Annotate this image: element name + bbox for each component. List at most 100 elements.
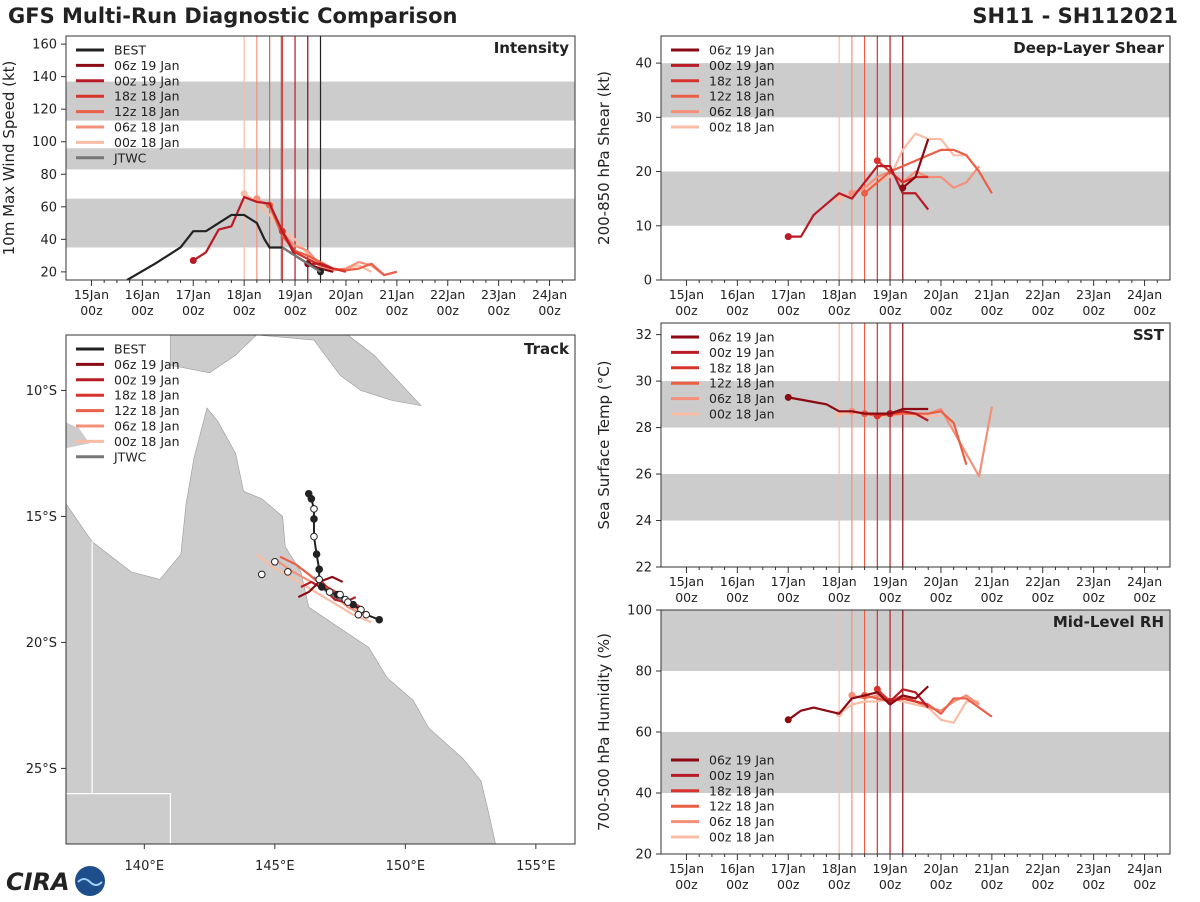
- sst-xtick-label: 00z: [1133, 590, 1156, 605]
- sst-xtick-label: 00z: [777, 590, 800, 605]
- intensity-legend-label: JTWC: [113, 150, 147, 165]
- intensity-init-point: [189, 256, 197, 264]
- track-best-point: [307, 494, 316, 503]
- intensity-xtick-label: 00z: [487, 303, 510, 318]
- shear-init-point: [899, 184, 907, 192]
- intensity-xtick-label: 20Jan: [328, 287, 363, 302]
- rh-chart: 2040608010015Jan00z16Jan00z17Jan00z18Jan…: [595, 604, 1171, 892]
- shear-series-line: [876, 159, 929, 184]
- intensity-ytick-label: 100: [32, 135, 57, 150]
- sst-series-line: [788, 396, 929, 415]
- shear-plot-area: [661, 36, 1170, 280]
- rh-xtick-label: 00z: [1133, 877, 1156, 892]
- shear-band: [661, 171, 1170, 226]
- track-legend-label: BEST: [114, 342, 146, 357]
- sst-xtick-label: 18Jan: [822, 574, 857, 589]
- track-best-point: [362, 610, 370, 619]
- sst-legend-label: 06z 18 Jan: [709, 391, 775, 406]
- track-open-marker: [284, 568, 292, 576]
- shear-ytick-label: 10: [635, 219, 652, 234]
- track-open-marker: [344, 598, 352, 606]
- intensity-series-line: [281, 230, 347, 273]
- intensity-legend-label: 00z 18 Jan: [114, 135, 180, 150]
- track-legend-label: 06z 18 Jan: [114, 419, 180, 434]
- shear-xtick-label: 00z: [726, 303, 749, 318]
- sst-plot-area: [661, 323, 1170, 567]
- track-frame: [65, 334, 576, 845]
- sst-xtick-label: 00z: [726, 590, 749, 605]
- intensity-ytick-label: 120: [32, 103, 57, 118]
- sst-ylabel: Sea Surface Temp (°C): [595, 360, 613, 529]
- sst-xtick-label: 00z: [675, 590, 698, 605]
- intensity-xtick-label: 17Jan: [176, 287, 211, 302]
- track-lon-label: 155°E: [516, 859, 556, 874]
- intensity-ytick-label: 40: [40, 233, 57, 248]
- track-best-point: [310, 515, 318, 523]
- rh-legend-label: 00z 19 Jan: [709, 768, 775, 783]
- track-legend-label: 00z 19 Jan: [114, 372, 180, 387]
- intensity-legend-label: 06z 18 Jan: [114, 120, 180, 135]
- track-open-marker: [257, 570, 266, 579]
- track-lon-label: 150°E: [386, 859, 426, 874]
- shear-band: [661, 63, 1170, 118]
- intensity-xtick-label: 19Jan: [277, 287, 312, 302]
- shear-xtick-label: 20Jan: [923, 287, 958, 302]
- intensity-plot-area: [66, 36, 575, 280]
- intensity-xtick-label: 00z: [233, 303, 256, 318]
- intensity-xtick-label: 23Jan: [481, 287, 516, 302]
- rh-xtick-label: 23Jan: [1076, 861, 1111, 876]
- sst-xtick-label: 00z: [1082, 590, 1105, 605]
- sst-xtick-label: 00z: [930, 590, 953, 605]
- sst-ytick-label: 26: [635, 468, 652, 483]
- rh-xtick-label: 18Jan: [822, 861, 857, 876]
- shear-ytick-label: 20: [635, 165, 652, 180]
- track-legend-label: 06z 19 Jan: [114, 357, 180, 372]
- rh-ylabel: 700-500 hPa Humidity (%): [595, 633, 613, 831]
- logo-text: CIRA: [6, 868, 70, 896]
- track-best-point: [318, 583, 326, 591]
- rh-xtick-label: 21Jan: [974, 861, 1009, 876]
- intensity-legend-label: 12z 18 Jan: [114, 104, 180, 119]
- intensity-xtick-label: 00z: [131, 303, 154, 318]
- intensity-xtick-label: 15Jan: [74, 287, 109, 302]
- intensity-ytick-label: 140: [32, 70, 57, 85]
- intensity-xtick-label: 00z: [335, 303, 358, 318]
- shear-ylabel: 200-850 hPa Shear (kt): [595, 71, 613, 245]
- intensity-xtick-label: 00z: [284, 303, 307, 318]
- track-open-marker: [336, 590, 344, 599]
- sst-band: [661, 381, 1170, 428]
- intensity-legend-label: BEST: [114, 43, 146, 58]
- sst-legend-label: 18z 18 Jan: [709, 360, 775, 375]
- rh-xtick-label: 15Jan: [669, 861, 704, 876]
- shear-legend-label: 06z 18 Jan: [709, 104, 775, 119]
- sst-legend-label: 00z 19 Jan: [709, 345, 775, 360]
- sst-ytick-label: 30: [635, 375, 652, 390]
- sst-xtick-label: 16Jan: [720, 574, 755, 589]
- sst-init-point: [784, 393, 792, 401]
- land-new-guinea: [170, 335, 422, 407]
- rh-band: [661, 732, 1170, 793]
- track-title: Track: [524, 340, 570, 358]
- track-legend-label: 00z 18 Jan: [114, 434, 180, 449]
- intensity-ytick-label: 80: [40, 168, 57, 183]
- rh-xtick-label: 16Jan: [720, 861, 755, 876]
- intensity-jtwc-line: [281, 246, 322, 273]
- sst-legend-label: 06z 19 Jan: [709, 330, 775, 345]
- sst-xtick-label: 23Jan: [1076, 574, 1111, 589]
- intensity-xtick-label: 00z: [437, 303, 460, 318]
- track-lon-label: 140°E: [125, 859, 165, 874]
- track-map: 140°E 145°E 150°E 155°E 10°S 15°S 20°S 25°S Trac…: [26, 334, 576, 874]
- intensity-legend-label: 00z 19 Jan: [114, 73, 180, 88]
- track-best-point: [310, 532, 318, 541]
- sst-xtick-label: 00z: [981, 590, 1004, 605]
- track-best-point: [315, 575, 323, 584]
- rh-xtick-label: 19Jan: [872, 861, 907, 876]
- track-best-point: [315, 565, 323, 574]
- shear-xtick-label: 22Jan: [1025, 287, 1060, 302]
- rh-series-line: [889, 688, 930, 709]
- sst-legend-label: 00z 18 Jan: [709, 407, 775, 422]
- sst-xtick-label: 22Jan: [1025, 574, 1060, 589]
- shear-xtick-label: 00z: [981, 303, 1004, 318]
- intensity-xtick-label: 16Jan: [125, 287, 160, 302]
- sst-chart: 22242628303215Jan00z16Jan00z17Jan00z18Ja…: [595, 322, 1171, 605]
